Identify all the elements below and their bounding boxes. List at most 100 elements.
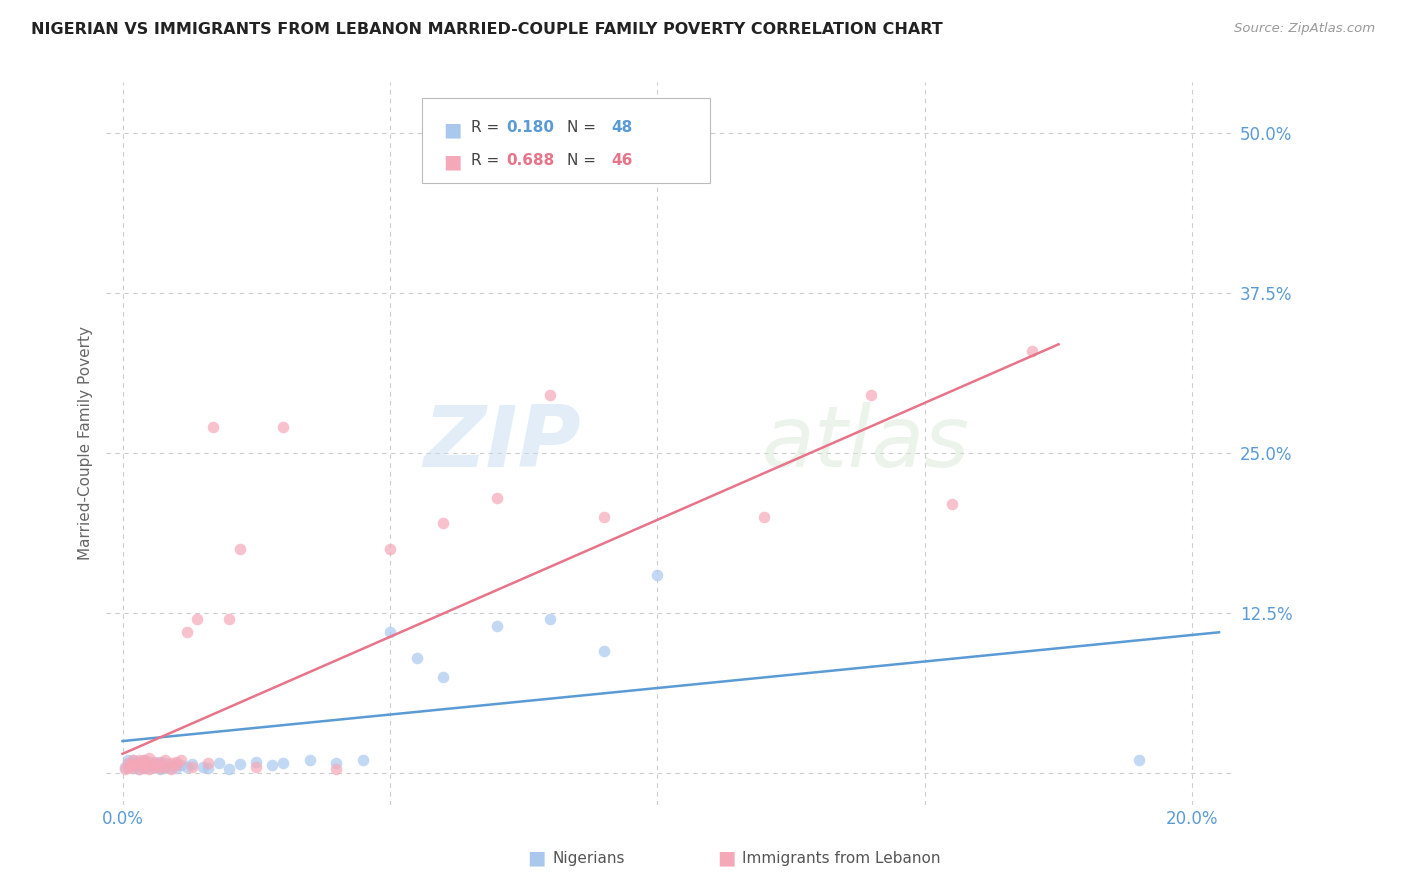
Text: 48: 48: [612, 120, 633, 136]
Point: [647, 141, 669, 155]
Point: [138, 758, 160, 772]
Point: [202, 420, 225, 434]
Point: [117, 757, 139, 772]
Text: ■: ■: [527, 848, 546, 868]
Point: [122, 753, 145, 767]
Text: Source: ZipAtlas.com: Source: ZipAtlas.com: [1234, 22, 1375, 36]
Point: [132, 757, 155, 772]
Point: [298, 753, 321, 767]
Point: [120, 758, 142, 772]
Point: [128, 762, 150, 776]
Point: [155, 753, 177, 767]
Point: [132, 753, 155, 767]
Text: NIGERIAN VS IMMIGRANTS FROM LEBANON MARRIED-COUPLE FAMILY POVERTY CORRELATION CH: NIGERIAN VS IMMIGRANTS FROM LEBANON MARR…: [31, 22, 942, 37]
Point: [143, 756, 166, 770]
Point: [176, 625, 198, 640]
Text: Nigerians: Nigerians: [553, 851, 626, 865]
Point: [159, 760, 181, 774]
Text: ■: ■: [443, 120, 461, 139]
Point: [191, 760, 214, 774]
Point: [485, 619, 508, 633]
Point: [155, 761, 177, 775]
Point: [170, 753, 193, 767]
Point: [149, 758, 172, 772]
Point: [538, 388, 561, 402]
Point: [155, 760, 177, 774]
Point: [538, 612, 561, 626]
Point: [941, 497, 963, 511]
Text: ■: ■: [717, 848, 735, 868]
Point: [245, 760, 267, 774]
Text: 0.688: 0.688: [506, 153, 554, 168]
Point: [181, 760, 204, 774]
Point: [117, 760, 139, 774]
Point: [176, 760, 198, 774]
Point: [186, 612, 208, 626]
Point: [229, 757, 252, 772]
Point: [754, 510, 776, 524]
Point: [405, 651, 427, 665]
Point: [197, 761, 219, 775]
Point: [262, 758, 284, 772]
Point: [114, 762, 136, 776]
Point: [132, 756, 155, 770]
Point: [647, 567, 669, 582]
Point: [271, 756, 294, 770]
Point: [149, 756, 172, 770]
Text: R =: R =: [471, 153, 505, 168]
Y-axis label: Married-Couple Family Poverty: Married-Couple Family Poverty: [79, 326, 93, 560]
Point: [181, 757, 204, 772]
Point: [229, 542, 252, 557]
Text: N =: N =: [567, 120, 600, 136]
Point: [432, 670, 454, 684]
Point: [149, 762, 172, 776]
Point: [432, 516, 454, 531]
Text: 0.180: 0.180: [506, 120, 554, 136]
Point: [378, 542, 401, 557]
Point: [197, 756, 219, 770]
Point: [128, 753, 150, 767]
Point: [218, 612, 240, 626]
Point: [208, 756, 231, 770]
Point: [378, 625, 401, 640]
Point: [132, 760, 155, 774]
Point: [132, 753, 155, 767]
Point: [593, 510, 616, 524]
Point: [143, 760, 166, 774]
Point: [122, 758, 145, 772]
Point: [128, 758, 150, 772]
Point: [159, 756, 181, 770]
Point: [165, 755, 187, 769]
Point: [114, 760, 136, 774]
Point: [218, 762, 240, 776]
Point: [138, 762, 160, 776]
Point: [143, 755, 166, 769]
Text: 46: 46: [612, 153, 633, 168]
Point: [138, 761, 160, 775]
Point: [159, 762, 181, 776]
Point: [120, 761, 142, 775]
Point: [155, 756, 177, 770]
Point: [128, 762, 150, 776]
Point: [122, 753, 145, 767]
Point: [860, 388, 883, 402]
Point: [138, 758, 160, 772]
Point: [122, 761, 145, 775]
Text: atlas: atlas: [761, 402, 969, 485]
Point: [149, 761, 172, 775]
Point: [165, 758, 187, 772]
Point: [1128, 753, 1150, 767]
Point: [143, 760, 166, 774]
Point: [325, 756, 347, 770]
Text: Immigrants from Lebanon: Immigrants from Lebanon: [742, 851, 941, 865]
Point: [325, 762, 347, 776]
Point: [138, 750, 160, 764]
Point: [128, 757, 150, 772]
Point: [165, 757, 187, 772]
Point: [149, 755, 172, 769]
Point: [132, 761, 155, 775]
Point: [1021, 343, 1043, 358]
Point: [117, 753, 139, 767]
Point: [245, 755, 267, 769]
Text: ■: ■: [443, 153, 461, 171]
